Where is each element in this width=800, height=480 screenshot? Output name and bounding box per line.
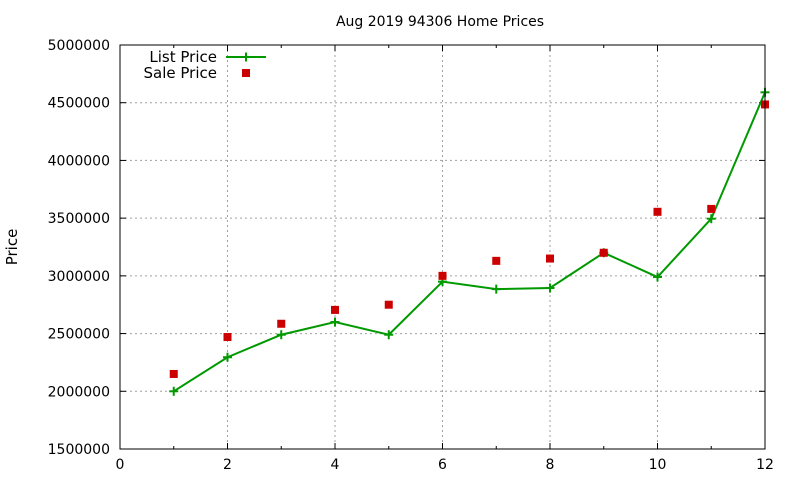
sale-price-point <box>277 319 286 328</box>
list-price-legend-label: List Price <box>149 48 217 66</box>
list-price-point <box>653 272 662 282</box>
x-tick-label: 4 <box>331 457 340 473</box>
sale-price-point <box>223 333 232 342</box>
sale-price-point <box>653 207 662 216</box>
y-tick-label: 1500000 <box>48 442 110 458</box>
chart-title: Aug 2019 94306 Home Prices <box>336 14 544 30</box>
list-price-point <box>169 386 179 396</box>
sale-price-series <box>169 100 769 378</box>
y-tick-label: 3500000 <box>48 211 110 227</box>
x-tick-label: 6 <box>438 457 447 473</box>
grid <box>120 45 765 449</box>
list-price-point <box>545 283 555 293</box>
sale-price-point <box>331 305 339 314</box>
sale-price-point <box>599 248 608 257</box>
y-tick-label: 4500000 <box>48 96 110 112</box>
y-tick-label: 3000000 <box>48 269 110 285</box>
axis-ticks: 0 2 4 6 8 10 12 1500000 2000000 2500000 3000000 350… <box>48 38 774 473</box>
list-price-point <box>330 317 340 327</box>
y-tick-label: 2000000 <box>48 384 110 400</box>
series-layer <box>169 87 770 396</box>
sale-price-point <box>384 300 393 309</box>
sale-price-point <box>492 256 501 265</box>
list-price-series <box>169 87 770 396</box>
sale-price-point <box>169 369 178 378</box>
plot-frame <box>119 44 766 450</box>
sale-price-point <box>707 204 716 213</box>
y-axis-label: Price <box>3 229 21 266</box>
list-price-point <box>223 352 232 362</box>
x-tick-label: 10 <box>649 457 667 473</box>
y-tick-label: 5000000 <box>48 38 110 54</box>
sale-price-point <box>438 271 447 280</box>
list-price-point <box>706 214 716 224</box>
list-price-point <box>276 330 286 340</box>
sale-price-legend-label: Sale Price <box>144 64 217 82</box>
y-tick-label: 2500000 <box>48 327 110 343</box>
sale-price-point <box>546 254 554 263</box>
x-tick-label: 0 <box>116 457 125 473</box>
list-price-point <box>491 284 501 294</box>
sale-price-legend-marker <box>242 69 250 77</box>
list-price-line <box>173 91 766 393</box>
x-tick-label: 12 <box>756 457 774 473</box>
list-price-legend-marker <box>241 52 251 62</box>
x-tick-label: 8 <box>546 457 555 473</box>
x-tick-label: 2 <box>223 457 232 473</box>
list-price-point <box>384 330 394 340</box>
y-tick-label: 4000000 <box>48 153 110 169</box>
